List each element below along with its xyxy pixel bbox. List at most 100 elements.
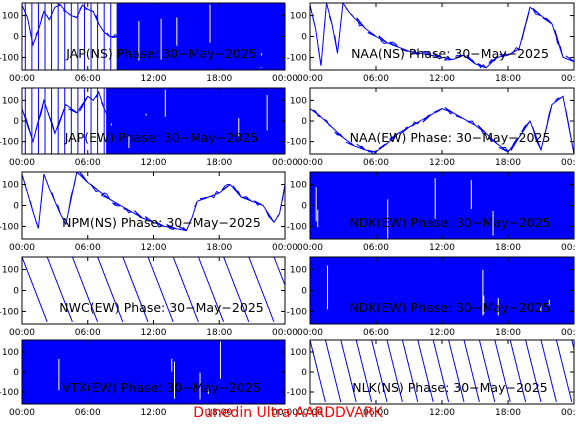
y-tick-label: -100 xyxy=(287,138,308,148)
subplot-1: 100 0 -100 00:00 06:00 12:00 18:00 00:00 JAP(NS)… xyxy=(0,2,298,84)
phase-trace xyxy=(310,95,574,154)
y-tick-label: 0 xyxy=(13,33,19,43)
y-tick-label: -100 xyxy=(0,222,19,232)
subplot-title: NAA(NS) Phase: 30−May−2025 xyxy=(351,46,549,61)
x-tick-label: 00:00 xyxy=(9,243,35,253)
y-tick-label: -100 xyxy=(0,388,19,398)
y-tick-label: 100 xyxy=(2,266,19,276)
y-tick-label: 0 xyxy=(13,368,19,378)
phase-trace xyxy=(22,257,285,323)
x-tick-label: 12:00 xyxy=(141,74,167,84)
x-tick-label: 18:00 xyxy=(206,243,232,253)
footer-label: Dunedin Ultra AARDDVARK xyxy=(193,405,383,421)
x-tick-label: 18:00 xyxy=(206,74,232,84)
y-tick-label: -100 xyxy=(287,307,308,317)
x-tick-label: 06:00 xyxy=(75,158,101,168)
y-tick-label: -100 xyxy=(287,53,308,63)
subplot-2: 100 0 -100 00:00 06:00 12:00 18:00 00:00 NAA(NS)… xyxy=(287,2,576,84)
series-phase xyxy=(310,95,574,154)
x-tick-label: 00:00 xyxy=(272,74,298,84)
x-tick-label: 00:00 xyxy=(9,158,35,168)
x-tick-label: 12:00 xyxy=(429,408,455,418)
x-tick-label: 00:00 xyxy=(561,158,576,168)
y-tick-label: 0 xyxy=(301,368,307,378)
x-tick-label: 18:00 xyxy=(495,74,521,84)
y-tick-label: 0 xyxy=(301,287,307,297)
y-tick-label: -100 xyxy=(287,388,308,398)
series-phase xyxy=(310,257,574,324)
subplot-10: 100 0 -100 00:00 06:00 12:00 18:00 00:00 NLK(NS)… xyxy=(287,339,576,418)
y-tick-label: 100 xyxy=(2,96,19,106)
dense-phase-fill xyxy=(106,88,285,154)
x-tick-label: 12:00 xyxy=(429,243,455,253)
subplot-title: VTX(EW) Phase: 30−May−2025 xyxy=(62,380,261,395)
x-tick-label: 00:00 xyxy=(272,328,298,338)
x-tick-label: 12:00 xyxy=(141,328,167,338)
x-tick-label: 06:00 xyxy=(363,243,389,253)
x-tick-label: 00:00 xyxy=(561,408,576,418)
x-tick-label: 06:00 xyxy=(75,408,101,418)
series-phase xyxy=(22,340,285,404)
subplot-title: NAA(EW) Phase: 30−May−2025 xyxy=(350,130,551,145)
subplot-3: 100 0 -100 00:00 06:00 12:00 18:00 00:00 JAP(EW)… xyxy=(0,87,298,168)
y-tick-label: 0 xyxy=(301,202,307,212)
y-tick-label: -100 xyxy=(0,53,19,63)
x-tick-label: 00:00 xyxy=(297,408,323,418)
series-phase xyxy=(22,172,285,232)
x-tick-label: 00:00 xyxy=(561,328,576,338)
x-tick-label: 00:00 xyxy=(9,408,35,418)
x-tick-label: 00:00 xyxy=(297,328,323,338)
series-phase xyxy=(22,3,285,70)
x-tick-label: 12:00 xyxy=(429,158,455,168)
x-tick-label: 00:00 xyxy=(297,74,323,84)
x-tick-label: 00:00 xyxy=(272,158,298,168)
x-tick-label: 12:00 xyxy=(141,158,167,168)
subplot-9: 100 0 -100 00:00 06:00 12:00 18:00 00:00 VTX(EW)… xyxy=(0,339,298,418)
x-tick-label: 06:00 xyxy=(75,74,101,84)
x-tick-label: 00:00 xyxy=(9,74,35,84)
x-tick-label: 12:00 xyxy=(429,328,455,338)
subplot-8: 100 0 -100 00:00 06:00 12:00 18:00 00:00 NDK(EW)… xyxy=(287,256,576,338)
y-tick-label: 100 xyxy=(290,96,307,106)
subplot-title: JAP(EW) Phase: 30−May−2025 xyxy=(64,130,259,145)
subplot-5: 100 0 -100 00:00 06:00 12:00 18:00 00:00 NPM(NS)… xyxy=(0,171,298,253)
dense-phase-fill xyxy=(116,3,285,70)
subplot-title: NPM(NS) Phase: 30−May−2025 xyxy=(62,215,261,230)
x-tick-label: 12:00 xyxy=(141,408,167,418)
x-tick-label: 00:00 xyxy=(9,328,35,338)
x-tick-label: 06:00 xyxy=(363,408,389,418)
y-tick-label: 100 xyxy=(2,181,19,191)
x-tick-label: 18:00 xyxy=(206,328,232,338)
y-tick-label: 0 xyxy=(13,287,19,297)
y-tick-label: 0 xyxy=(13,117,19,127)
dense-phase-fill xyxy=(310,172,574,239)
subplot-4: 100 0 -100 00:00 06:00 12:00 18:00 00:00 NAA(EW)… xyxy=(287,87,576,168)
subplot-6: 100 0 -100 00:00 06:00 12:00 18:00 00:00 NDK(EW)… xyxy=(287,171,576,253)
y-tick-label: 100 xyxy=(290,181,307,191)
phase-trace xyxy=(310,340,574,403)
y-tick-label: 100 xyxy=(2,12,19,22)
series-phase xyxy=(310,3,574,69)
x-tick-label: 00:00 xyxy=(561,243,576,253)
x-tick-label: 06:00 xyxy=(75,328,101,338)
subplot-title: NLK(NS) Phase: 30−May−2025 xyxy=(352,380,548,395)
x-tick-label: 00:00 xyxy=(297,243,323,253)
y-tick-label: -100 xyxy=(287,222,308,232)
x-tick-label: 18:00 xyxy=(206,158,232,168)
x-tick-label: 00:00 xyxy=(272,243,298,253)
x-tick-label: 18:00 xyxy=(495,158,521,168)
y-tick-label: 100 xyxy=(290,348,307,358)
x-tick-label: 12:00 xyxy=(429,74,455,84)
y-tick-label: 100 xyxy=(2,348,19,358)
y-tick-label: 100 xyxy=(290,12,307,22)
x-tick-label: 00:00 xyxy=(297,158,323,168)
y-tick-label: 0 xyxy=(301,117,307,127)
x-tick-label: 06:00 xyxy=(363,158,389,168)
subplot-title: NDK(EW) Phase: 30−May−2025 xyxy=(349,215,550,230)
y-tick-label: -100 xyxy=(0,138,19,148)
dense-phase-fill xyxy=(22,340,285,404)
phase-trace xyxy=(22,172,285,232)
series-phase xyxy=(22,88,285,154)
y-tick-label: -100 xyxy=(0,307,19,317)
x-tick-label: 18:00 xyxy=(495,328,521,338)
